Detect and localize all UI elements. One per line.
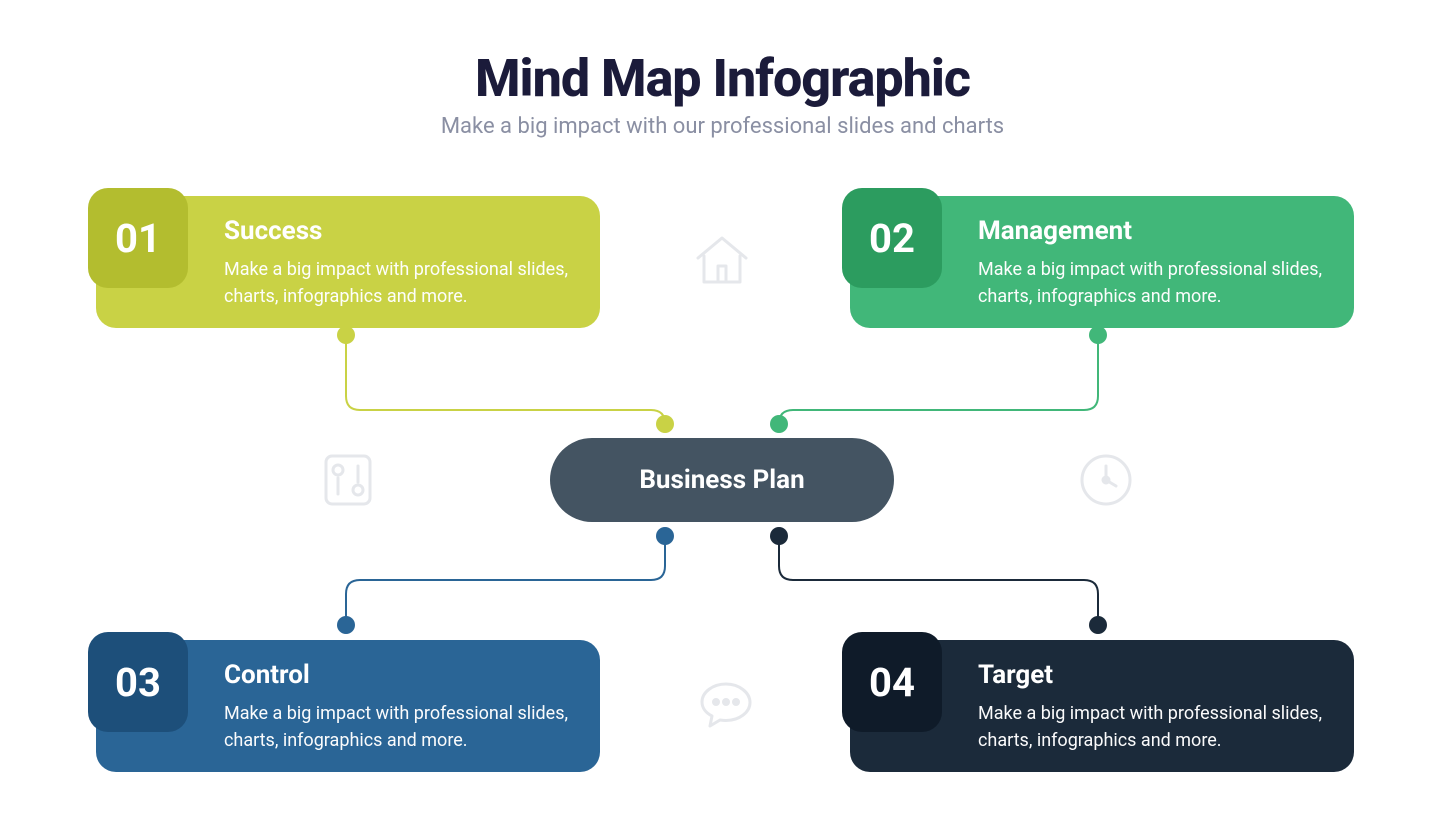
node-desc: Make a big impact with professional slid… <box>978 256 1330 310</box>
switch-icon <box>316 448 380 512</box>
node-badge: 03 <box>88 632 188 732</box>
node-desc: Make a big impact with professional slid… <box>978 700 1330 754</box>
node-badge: 01 <box>88 188 188 288</box>
node-number: 02 <box>869 215 915 262</box>
node-card-success: 01 Success Make a big impact with profes… <box>96 196 600 328</box>
node-number: 04 <box>869 659 915 706</box>
chat-icon <box>694 674 758 738</box>
node-card-target: 04 Target Make a big impact with profess… <box>850 640 1354 772</box>
clock-icon <box>1074 448 1138 512</box>
node-number: 03 <box>115 659 161 706</box>
page-subtitle: Make a big impact with our professional … <box>0 114 1445 139</box>
center-node-label: Business Plan <box>639 465 804 495</box>
center-node: Business Plan <box>550 438 894 522</box>
node-card-control: 03 Control Make a big impact with profes… <box>96 640 600 772</box>
node-badge: 04 <box>842 632 942 732</box>
node-title: Success <box>224 216 576 246</box>
node-desc: Make a big impact with professional slid… <box>224 256 576 310</box>
node-number: 01 <box>115 215 161 262</box>
node-title: Target <box>978 660 1330 690</box>
node-desc: Make a big impact with professional slid… <box>224 700 576 754</box>
node-card-management: 02 Management Make a big impact with pro… <box>850 196 1354 328</box>
node-badge: 02 <box>842 188 942 288</box>
house-icon <box>690 228 754 292</box>
page-title: Mind Map Infographic <box>0 48 1445 109</box>
node-title: Management <box>978 216 1330 246</box>
node-title: Control <box>224 660 576 690</box>
